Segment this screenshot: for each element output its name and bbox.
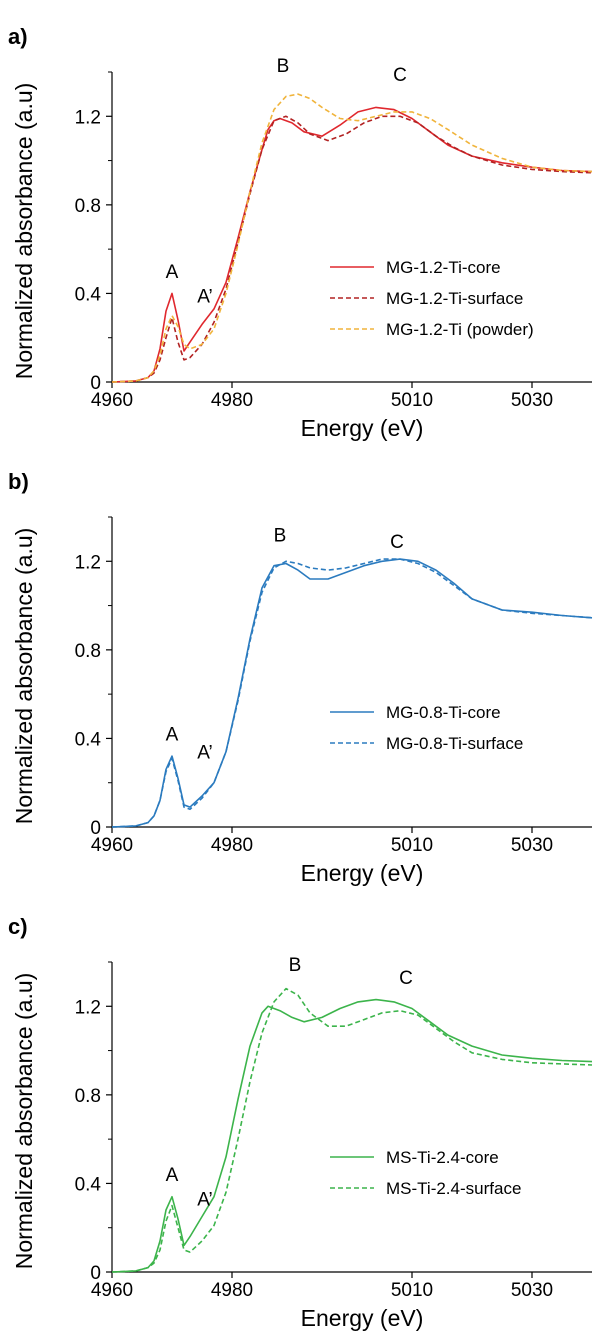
y-tick-label: 0.4: [75, 729, 102, 750]
y-tick-label: 1.2: [75, 997, 101, 1018]
x-axis-title: Energy (eV): [301, 415, 424, 441]
x-tick-label: 4960: [91, 835, 133, 856]
peak-label: C: [393, 65, 407, 86]
y-tick-label: 0.8: [75, 1086, 101, 1107]
peak-label: A’: [197, 1190, 212, 1211]
x-tick-label: 5010: [391, 835, 433, 856]
peak-label: A: [166, 262, 179, 283]
chart-svg: c) 0 0.4 0.8 1.2 4960 4980 5010 5030 Energy (eV) N…: [8, 914, 593, 1331]
series-line: [111, 558, 593, 828]
x-tick-label: 5010: [391, 390, 433, 411]
y-tick-label: 0.8: [75, 196, 101, 217]
series-line: [111, 998, 593, 1273]
x-axis-title: Energy (eV): [301, 1305, 424, 1331]
y-tick-label: 0.4: [75, 1174, 102, 1195]
chart-svg: a) 0 0.4 0.8 1.2 4960 4980 5010 5030 Energy (eV) N…: [8, 24, 593, 441]
y-tick-label: 0: [90, 373, 101, 394]
legend-label: MS-Ti-2.4-core: [386, 1148, 499, 1167]
legend-label: MG-0.8-Ti-core: [386, 703, 501, 722]
peak-label: B: [289, 955, 302, 976]
peak-label: A’: [197, 286, 212, 307]
x-tick-label: 4980: [211, 390, 253, 411]
y-tick-label: 0.4: [75, 284, 102, 305]
chart-panel-a: a) 0 0.4 0.8 1.2 4960 4980 5010 5030 Energy (eV) N…: [0, 0, 597, 445]
legend-label: MS-Ti-2.4-surface: [386, 1179, 521, 1198]
series-line: [111, 93, 593, 383]
peak-label: B: [277, 56, 290, 77]
legend-label: MG-1.2-Ti-surface: [386, 289, 523, 308]
y-axis-title: Normalized absorbance (a.u): [11, 528, 37, 825]
peak-label: A’: [197, 742, 212, 763]
series-line: [111, 115, 593, 383]
x-tick-label: 5010: [391, 1280, 433, 1301]
series-line: [111, 558, 593, 828]
panel-label: c): [8, 914, 28, 939]
chart-svg: b) 0 0.4 0.8 1.2 4960 4980 5010 5030 Energy (eV) N…: [8, 469, 593, 886]
x-tick-label: 5030: [511, 835, 553, 856]
panel-label: a): [8, 24, 28, 49]
y-tick-label: 0.8: [75, 641, 101, 662]
x-tick-label: 4980: [211, 1280, 253, 1301]
peak-label: A: [166, 1165, 179, 1186]
peak-label: C: [390, 532, 404, 553]
x-tick-label: 4980: [211, 835, 253, 856]
y-axis-title: Normalized absorbance (a.u): [11, 83, 37, 380]
peak-label: C: [399, 968, 413, 989]
legend-label: MG-1.2-Ti (powder): [386, 320, 534, 339]
series-line: [111, 106, 593, 383]
chart-panel-c: c) 0 0.4 0.8 1.2 4960 4980 5010 5030 Energy (eV) N…: [0, 890, 597, 1335]
legend-label: MG-1.2-Ti-core: [386, 258, 501, 277]
y-tick-label: 1.2: [75, 552, 101, 573]
x-tick-label: 5030: [511, 1280, 553, 1301]
panel-label: b): [8, 469, 29, 494]
peak-label: B: [274, 525, 287, 546]
x-axis-title: Energy (eV): [301, 860, 424, 886]
y-tick-label: 1.2: [75, 107, 101, 128]
legend-label: MG-0.8-Ti-surface: [386, 734, 523, 753]
y-tick-label: 0: [90, 1263, 101, 1284]
series-line: [111, 987, 593, 1273]
y-tick-label: 0: [90, 818, 101, 839]
peak-label: A: [166, 725, 179, 746]
x-tick-label: 4960: [91, 390, 133, 411]
x-tick-label: 4960: [91, 1280, 133, 1301]
chart-panel-b: b) 0 0.4 0.8 1.2 4960 4980 5010 5030 Energy (eV) N…: [0, 445, 597, 890]
y-axis-title: Normalized absorbance (a.u): [11, 973, 37, 1270]
x-tick-label: 5030: [511, 390, 553, 411]
